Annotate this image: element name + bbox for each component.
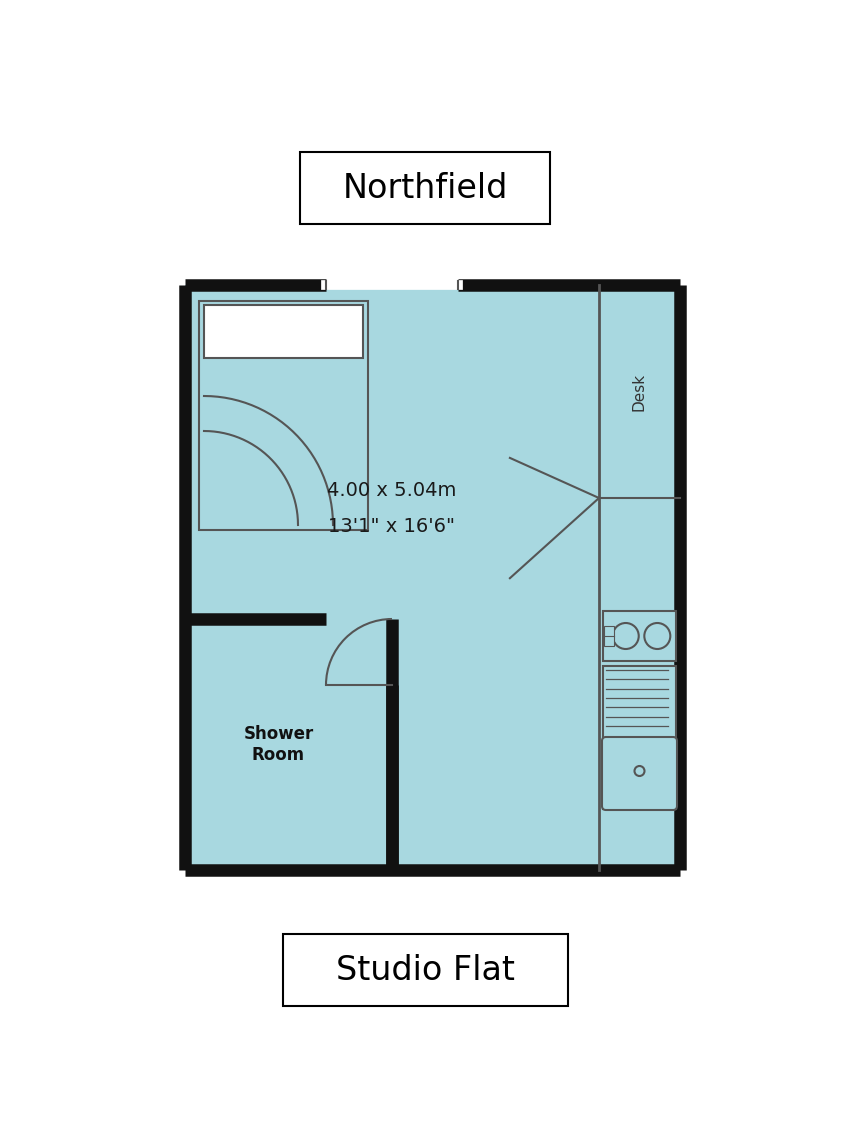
Text: Studio Flat: Studio Flat bbox=[336, 954, 514, 986]
FancyBboxPatch shape bbox=[602, 737, 677, 810]
Bar bbox=[283, 934, 568, 1006]
Text: Shower
Room: Shower Room bbox=[243, 726, 314, 763]
Bar bbox=[604, 626, 614, 646]
Text: Desk: Desk bbox=[632, 372, 647, 411]
Bar bbox=[603, 666, 676, 809]
Bar bbox=[185, 285, 680, 870]
Bar bbox=[603, 611, 676, 661]
Bar bbox=[300, 152, 550, 224]
Bar bbox=[204, 305, 363, 358]
Text: 4.00 x 5.04m: 4.00 x 5.04m bbox=[327, 481, 456, 499]
Text: 13'1" x 16'6": 13'1" x 16'6" bbox=[328, 517, 456, 535]
Bar bbox=[199, 301, 368, 530]
Text: Northfield: Northfield bbox=[343, 171, 507, 204]
